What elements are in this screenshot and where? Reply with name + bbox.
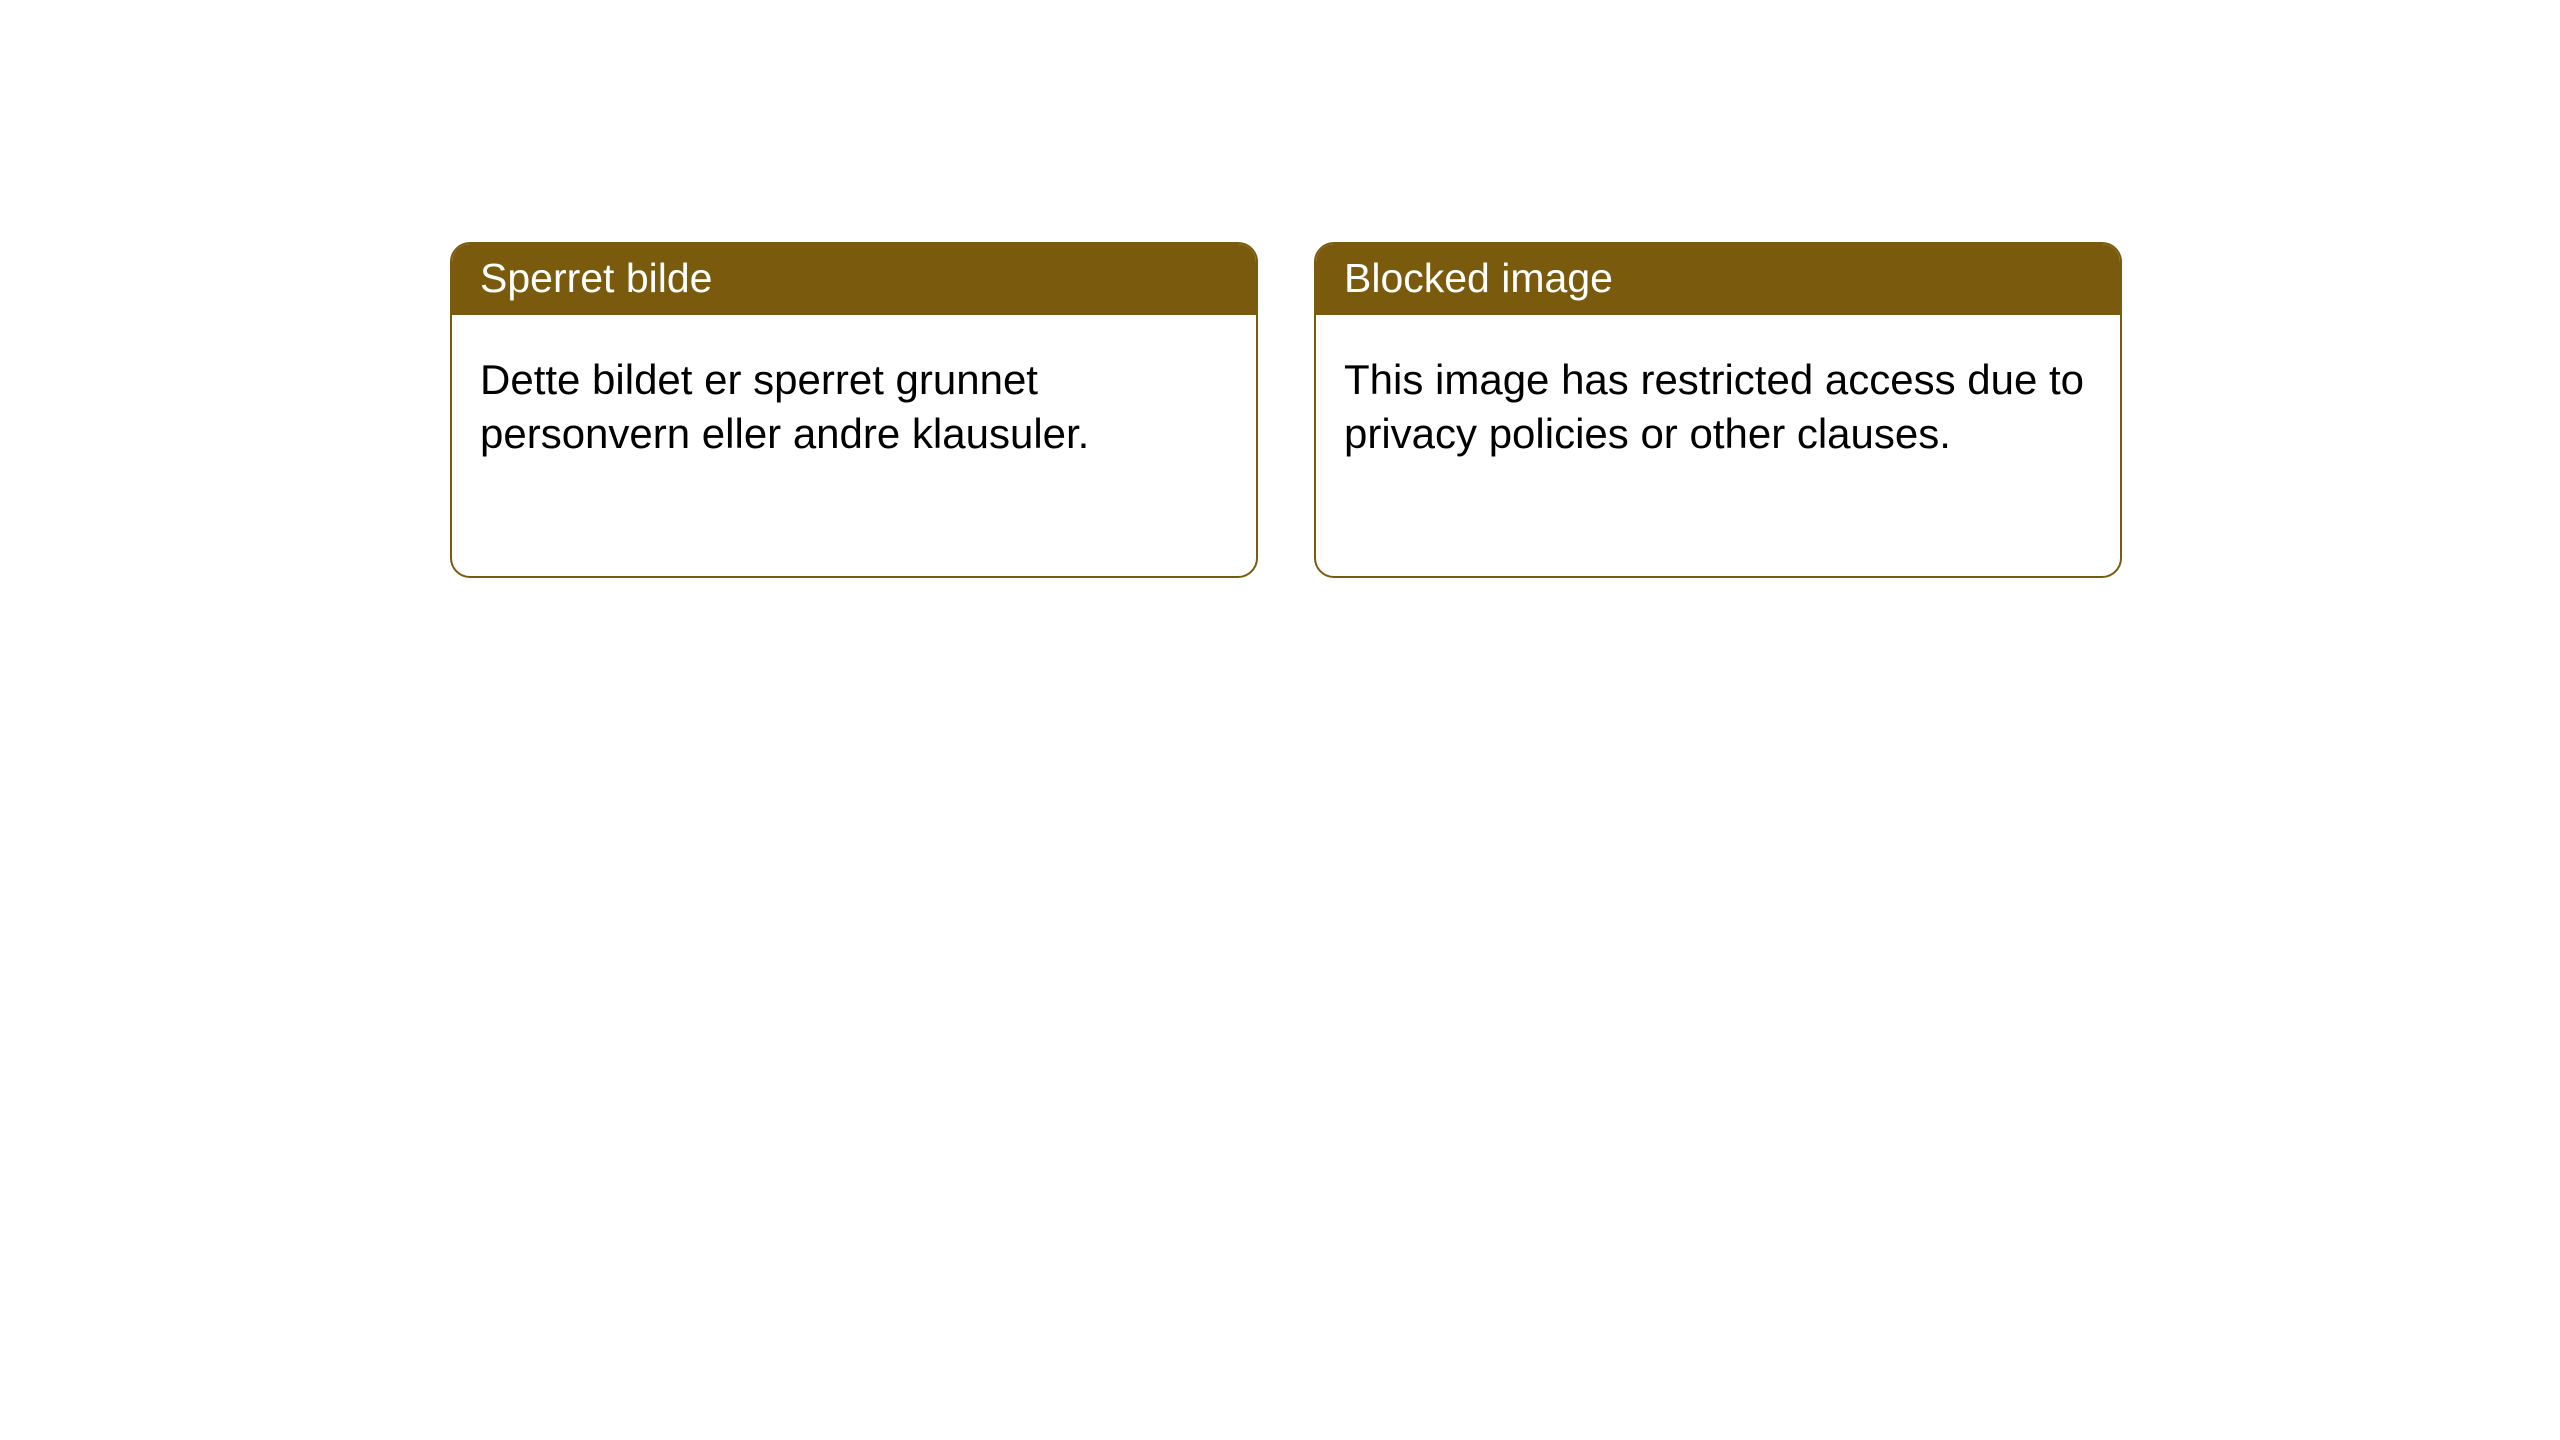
notice-card-english: Blocked image This image has restricted …	[1314, 242, 2122, 578]
notice-body-norwegian: Dette bildet er sperret grunnet personve…	[452, 315, 1256, 499]
notice-body-english: This image has restricted access due to …	[1316, 315, 2120, 499]
notice-header-norwegian: Sperret bilde	[452, 244, 1256, 315]
notice-header-english: Blocked image	[1316, 244, 2120, 315]
notice-card-norwegian: Sperret bilde Dette bildet er sperret gr…	[450, 242, 1258, 578]
notice-cards-container: Sperret bilde Dette bildet er sperret gr…	[0, 0, 2560, 578]
